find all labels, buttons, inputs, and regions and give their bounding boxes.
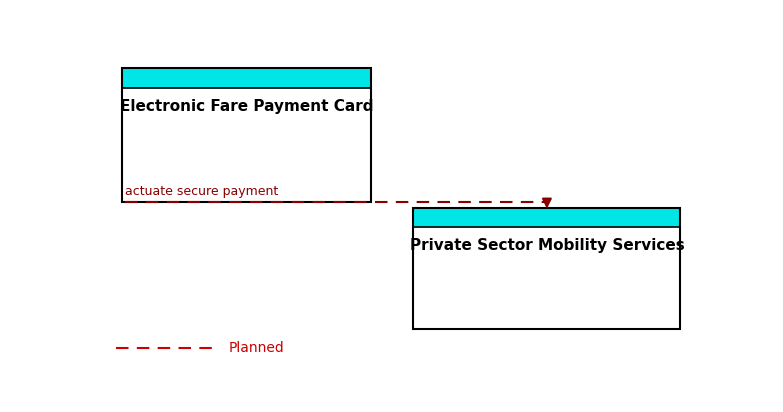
- Bar: [122, 68, 371, 87]
- Bar: [413, 227, 680, 329]
- Text: Private Sector Mobility Services: Private Sector Mobility Services: [410, 238, 684, 253]
- Bar: [122, 68, 371, 202]
- Text: Planned: Planned: [229, 341, 284, 355]
- Text: actuate secure payment: actuate secure payment: [125, 185, 279, 198]
- Text: Electronic Fare Payment Card: Electronic Fare Payment Card: [120, 98, 373, 114]
- Bar: [122, 87, 371, 202]
- Bar: [413, 208, 680, 227]
- Bar: [413, 208, 680, 329]
